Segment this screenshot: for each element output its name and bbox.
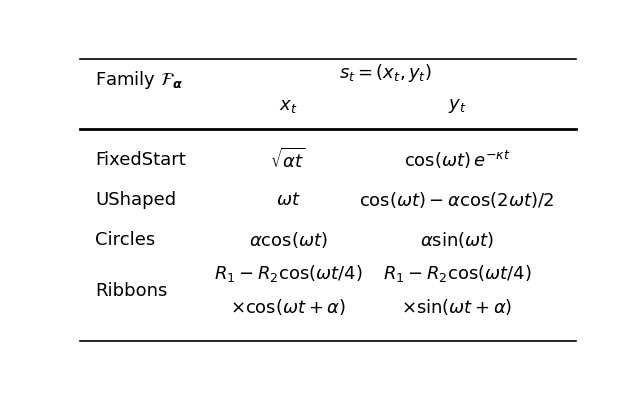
Text: Circles: Circles: [95, 231, 155, 249]
Text: $\cos(\omega t) - \alpha \cos(2\omega t)/2$: $\cos(\omega t) - \alpha \cos(2\omega t)…: [359, 190, 555, 210]
Text: $\cos(\omega t)\, e^{-\kappa t}$: $\cos(\omega t)\, e^{-\kappa t}$: [404, 149, 510, 171]
Text: $\omega t$: $\omega t$: [276, 191, 301, 209]
Text: Family $\mathcal{F}_{\boldsymbol{\alpha}}$: Family $\mathcal{F}_{\boldsymbol{\alpha}…: [95, 69, 183, 91]
Text: $\alpha \cos(\omega t)$: $\alpha \cos(\omega t)$: [249, 230, 328, 250]
Text: Ribbons: Ribbons: [95, 282, 167, 300]
Text: $s_t = (x_t, y_t)$: $s_t = (x_t, y_t)$: [339, 62, 431, 84]
Text: $\sqrt{\alpha t}$: $\sqrt{\alpha t}$: [270, 148, 307, 172]
Text: $\alpha \sin(\omega t)$: $\alpha \sin(\omega t)$: [420, 230, 494, 250]
Text: $\times \sin(\omega t + \alpha)$: $\times \sin(\omega t + \alpha)$: [401, 298, 513, 318]
Text: UShaped: UShaped: [95, 191, 176, 209]
Text: $y_t$: $y_t$: [448, 97, 466, 115]
Text: $R_1 - R_2 \cos(\omega t/4)$: $R_1 - R_2 \cos(\omega t/4)$: [383, 263, 531, 284]
Text: $R_1 - R_2 \cos(\omega t/4)$: $R_1 - R_2 \cos(\omega t/4)$: [214, 263, 363, 284]
Text: FixedStart: FixedStart: [95, 151, 186, 169]
Text: $\times \cos(\omega t + \alpha)$: $\times \cos(\omega t + \alpha)$: [230, 298, 346, 318]
Text: $x_t$: $x_t$: [279, 97, 298, 115]
